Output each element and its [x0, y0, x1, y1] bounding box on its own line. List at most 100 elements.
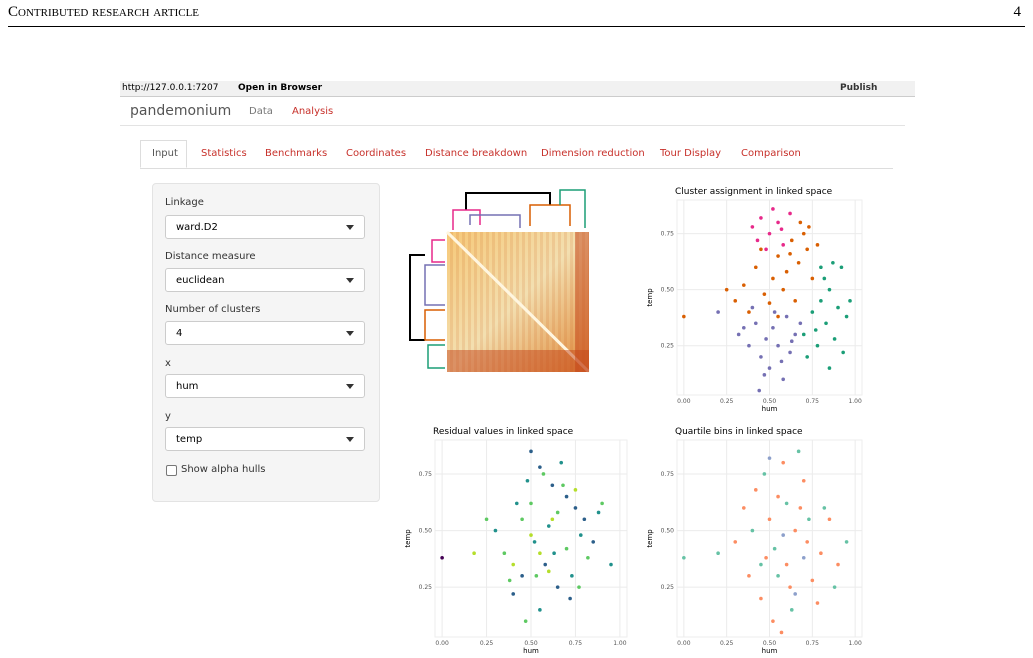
brand[interactable]: pandemonium — [130, 103, 232, 119]
point — [716, 551, 720, 556]
point — [815, 601, 820, 605]
point — [807, 517, 811, 522]
tab[interactable]: Statistics — [201, 148, 247, 159]
nav-link[interactable]: Data — [249, 106, 273, 117]
point — [798, 321, 803, 326]
tab[interactable]: Coordinates — [346, 148, 407, 159]
browser-bar: http://127.0.0.1:7207 Open in Browser Pu… — [120, 81, 915, 97]
point — [788, 585, 792, 589]
point — [767, 366, 772, 370]
point — [801, 555, 806, 560]
point — [839, 265, 844, 270]
point — [555, 510, 560, 515]
point — [762, 373, 767, 377]
point — [538, 465, 542, 469]
point — [577, 585, 581, 589]
x-tick-label: 0.50 — [524, 640, 538, 647]
point — [764, 337, 768, 341]
point — [801, 231, 806, 236]
point — [801, 478, 806, 483]
select[interactable]: 4 — [165, 321, 365, 345]
point — [827, 517, 832, 522]
point — [784, 269, 789, 274]
y-tick-label: 0.25 — [419, 584, 433, 591]
tab[interactable]: Benchmarks — [265, 148, 328, 159]
point — [573, 506, 578, 510]
point — [796, 449, 801, 454]
chart-title: Cluster assignment in linked space — [675, 187, 833, 197]
checkbox-label[interactable]: Show alpha hulls — [181, 464, 266, 475]
point — [788, 211, 792, 216]
point — [484, 517, 489, 522]
point — [776, 574, 780, 578]
point — [511, 562, 516, 567]
point — [767, 517, 772, 522]
point — [733, 299, 738, 303]
tab[interactable]: Comparison — [741, 148, 801, 159]
point — [772, 546, 777, 551]
point — [514, 501, 519, 506]
point — [750, 305, 755, 310]
tab-line — [140, 168, 893, 169]
y-tick-label: 0.50 — [419, 528, 433, 535]
point — [807, 225, 811, 229]
y-tick-label: 0.50 — [661, 287, 675, 294]
x-tick-label: 1.00 — [848, 398, 862, 405]
field-label: x — [165, 358, 171, 369]
y-tick-label: 0.75 — [661, 471, 675, 478]
tab[interactable]: Distance breakdown — [425, 148, 528, 159]
point — [716, 310, 720, 314]
open-browser[interactable]: Open in Browser — [238, 83, 323, 93]
y-tick-label: 0.75 — [661, 231, 675, 238]
point — [848, 299, 852, 303]
point — [753, 488, 758, 492]
point — [827, 366, 832, 370]
field-label: Number of clusters — [165, 304, 261, 315]
select[interactable]: euclidean — [165, 268, 365, 292]
point — [570, 574, 574, 578]
point — [534, 574, 539, 578]
x-tick-label: 1.00 — [848, 640, 862, 647]
point — [724, 287, 729, 292]
tab[interactable]: Dimension reduction — [541, 148, 645, 159]
x-tick-label: 0.75 — [569, 640, 583, 647]
x-tick-label: 0.25 — [720, 398, 734, 405]
select[interactable]: temp — [165, 427, 365, 451]
point — [755, 238, 760, 243]
point — [776, 494, 780, 499]
point — [805, 540, 809, 544]
point — [788, 350, 792, 355]
tab[interactable]: Tour Display — [660, 148, 722, 159]
point — [781, 533, 786, 537]
select[interactable]: hum — [165, 374, 365, 398]
publish[interactable]: Publish — [840, 83, 878, 93]
point — [596, 510, 601, 515]
y-tick-label: 0.25 — [661, 343, 675, 350]
nav-link[interactable]: Analysis — [292, 106, 334, 117]
select[interactable]: ward.D2 — [165, 215, 365, 239]
active-tab — [140, 140, 187, 168]
point — [831, 260, 835, 265]
y-axis-label: temp — [646, 529, 654, 548]
page-number: 4 — [1013, 4, 1022, 20]
point — [771, 276, 775, 281]
x-tick-label: 0.00 — [435, 640, 449, 647]
point — [772, 310, 777, 314]
point — [762, 292, 767, 296]
point — [836, 305, 840, 310]
point — [600, 501, 604, 506]
point — [532, 540, 537, 544]
point — [502, 551, 507, 556]
tab[interactable]: Input — [152, 148, 178, 159]
x-tick-label: 0.75 — [806, 640, 820, 647]
point — [793, 592, 797, 596]
y-tick-label: 0.75 — [419, 471, 433, 478]
point — [609, 562, 613, 567]
point — [779, 227, 784, 231]
point — [779, 630, 784, 635]
point — [822, 276, 827, 281]
y-axis-label: temp — [646, 288, 654, 307]
checkbox[interactable] — [166, 465, 177, 476]
point — [776, 220, 780, 225]
